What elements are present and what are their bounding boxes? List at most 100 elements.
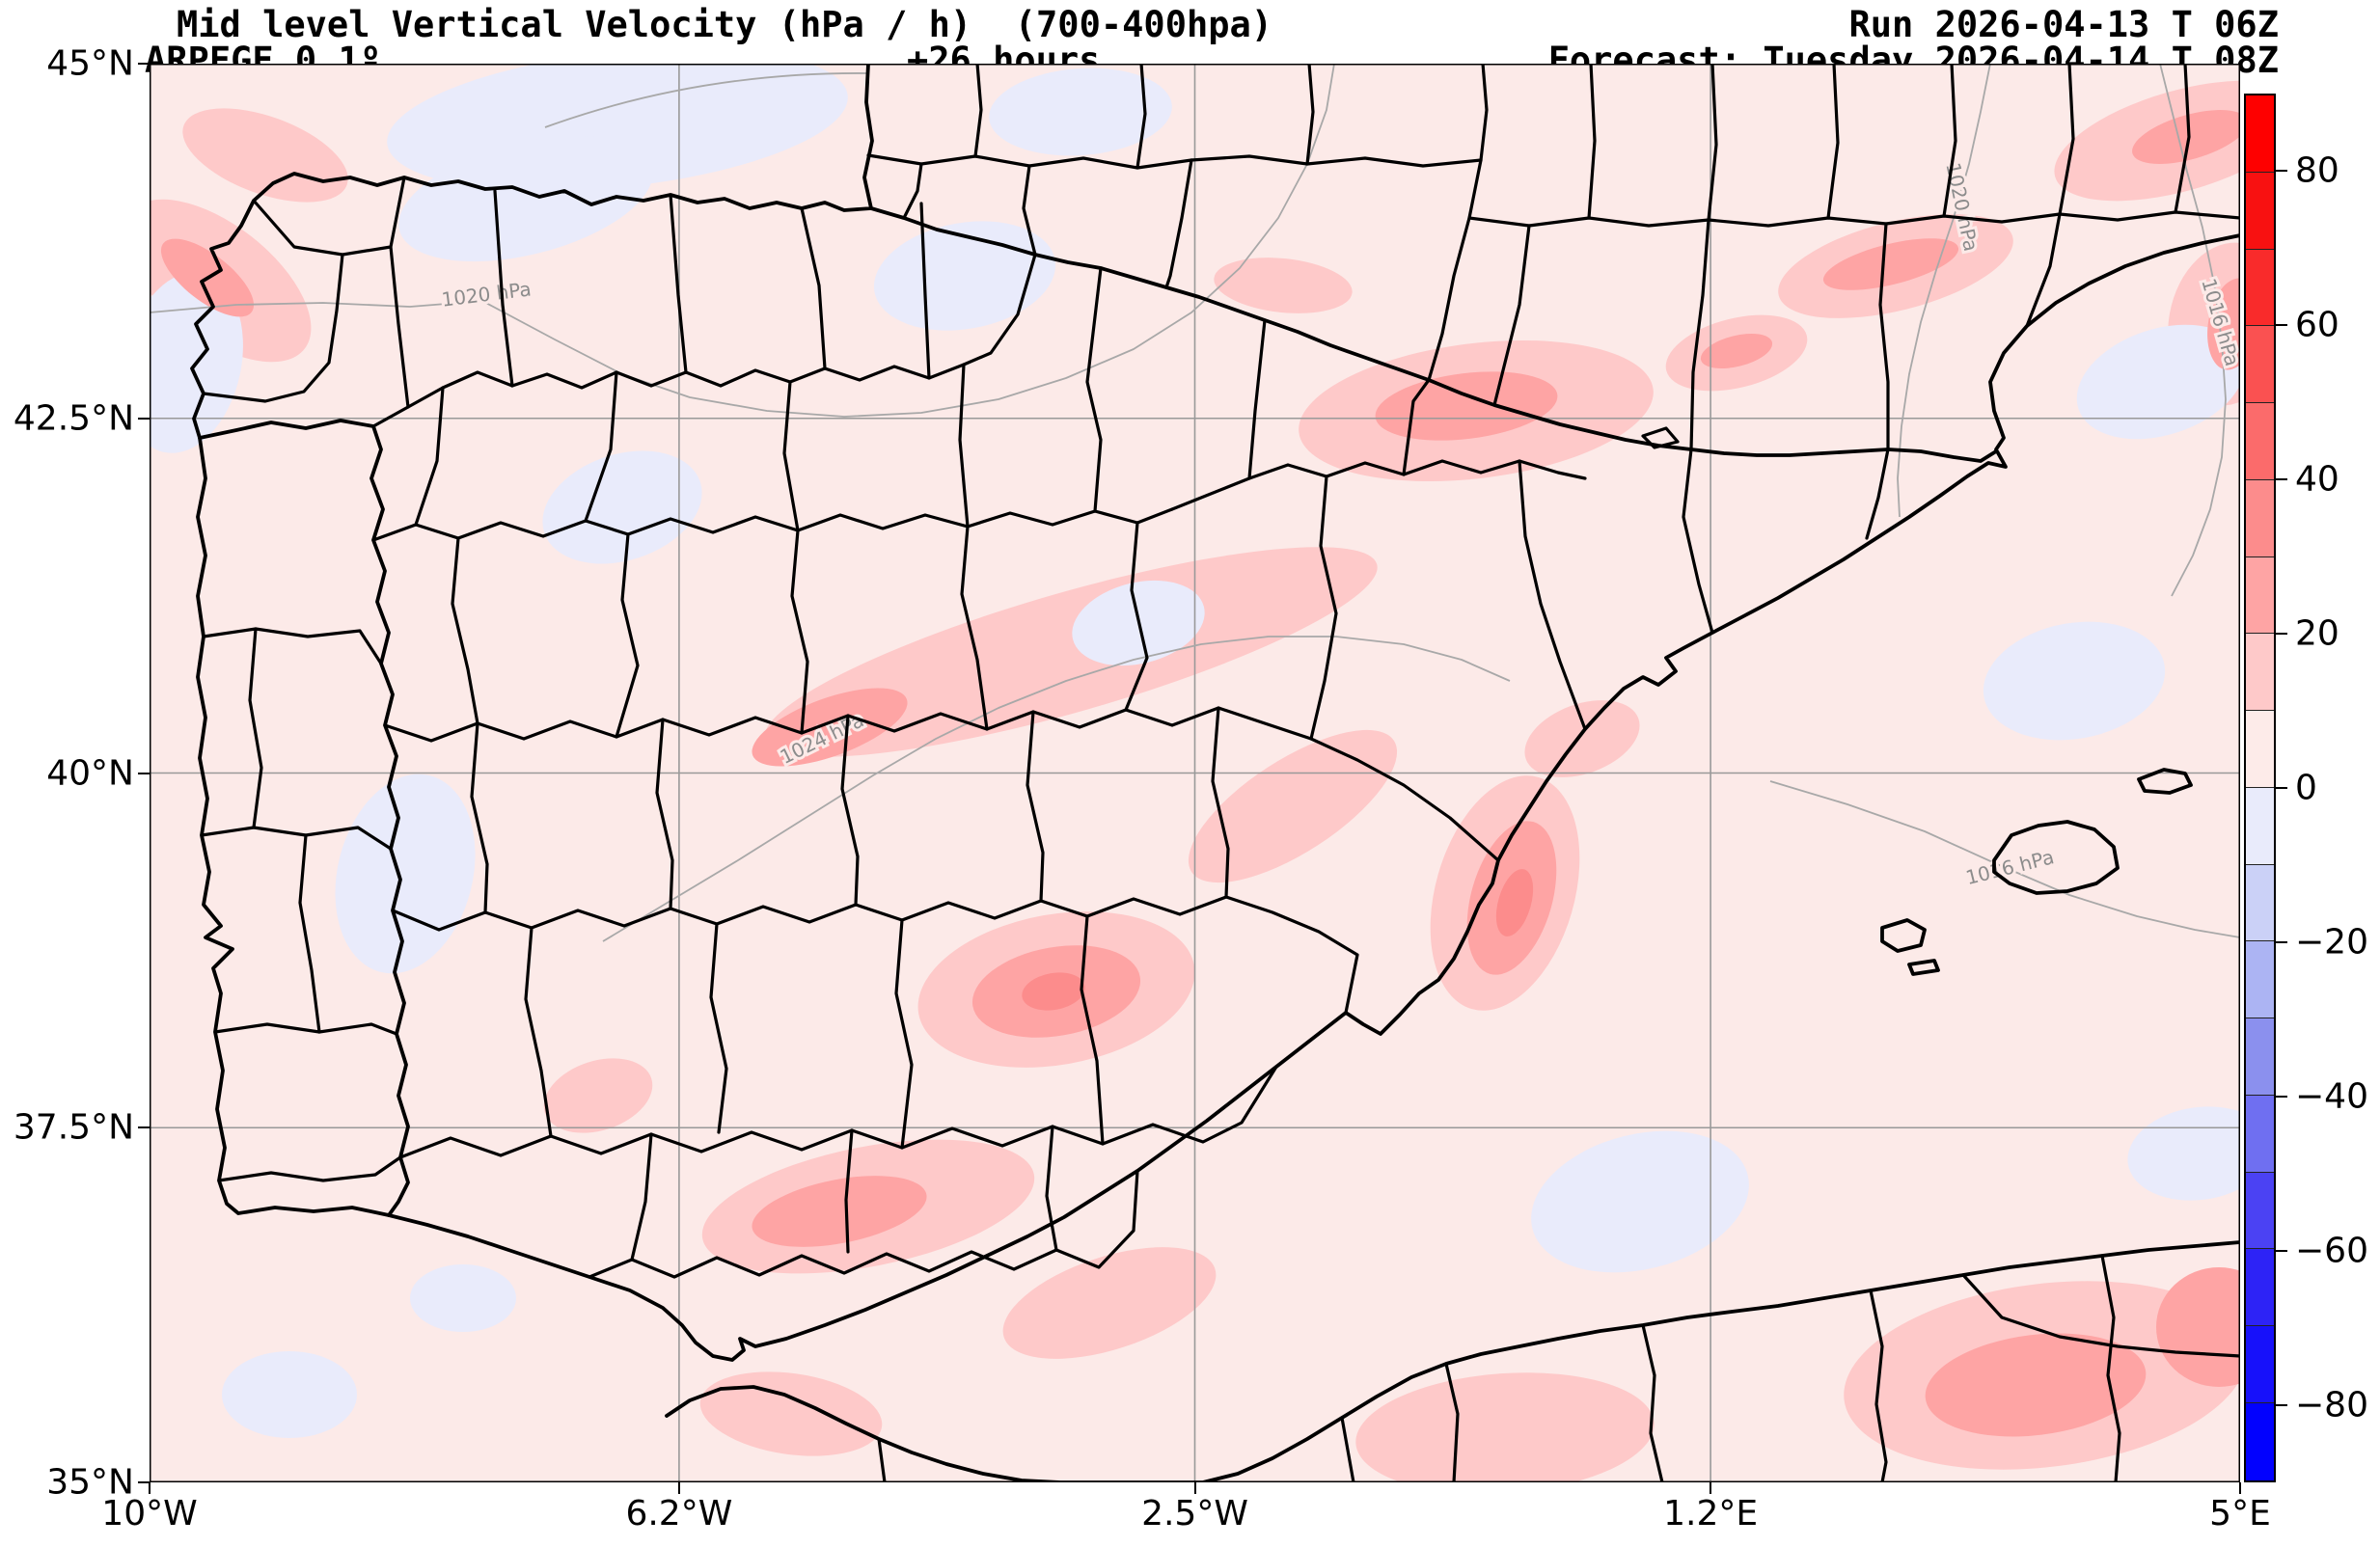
shading-blob-p20	[1700, 333, 1773, 369]
shading-blob-m10	[1983, 621, 2166, 741]
colorbar-segment	[2246, 249, 2274, 327]
colorbar-tickmark	[2276, 941, 2287, 943]
x-tickmark	[677, 1482, 680, 1494]
colorbar-tickmark	[2276, 478, 2287, 480]
isobar-1020-atlantic	[544, 72, 870, 128]
colorbar-tickmark	[2276, 633, 2287, 635]
page-title: Mid level Vertical Velocity (hPa / h) (7…	[177, 4, 1273, 45]
colorbar-segment	[2246, 864, 2274, 942]
colorbar-tick-label: −60	[2295, 1231, 2368, 1271]
isobar-contours	[150, 64, 2240, 942]
shading-blob-p20	[752, 1176, 927, 1247]
colorbar-tickmark	[2276, 787, 2287, 789]
coastline-country-borders	[190, 64, 2240, 1482]
colorbar-tick-label: 0	[2295, 768, 2317, 808]
isobar-1020-france	[1897, 64, 1991, 518]
colorbar-segment	[2246, 1018, 2274, 1096]
isobar-1016-balearic	[1769, 780, 2240, 938]
colorbar-tick-label: −40	[2295, 1076, 2368, 1117]
shading-blob-m10	[410, 1264, 516, 1332]
isobar-1024	[602, 636, 1511, 942]
colorbar-segment	[2246, 479, 2274, 557]
shading-blob-p20	[2156, 1267, 2240, 1387]
colorbar-tickmark	[2276, 170, 2287, 172]
y-tick-label: 45°N	[46, 43, 134, 84]
x-tick-label: 10°W	[101, 1494, 198, 1533]
colorbar-tickmark	[2276, 1096, 2287, 1098]
shading-blob-m10	[222, 1351, 357, 1438]
y-tickmark	[138, 417, 150, 420]
x-tick-label: 5°E	[2209, 1494, 2271, 1533]
x-tickmark	[1193, 1482, 1196, 1494]
x-tick-label: 6.2°W	[625, 1494, 733, 1533]
colorbar-segment	[2246, 634, 2274, 712]
isobar-1016-france	[2159, 64, 2227, 597]
shading-blob-p10	[1188, 729, 1398, 883]
colorbar-segment	[2246, 711, 2274, 788]
shading-blob-m10	[150, 272, 243, 453]
x-tickmark	[1710, 1482, 1712, 1494]
y-tickmark	[138, 1126, 150, 1129]
shading-blob-m10	[398, 135, 653, 262]
colorbar	[2244, 94, 2276, 1482]
colorbar-segment	[2246, 787, 2274, 865]
north-africa-coastline	[665, 1240, 2240, 1482]
x-tick-label: 1.2°E	[1663, 1494, 1759, 1533]
colorbar-segment	[2246, 403, 2274, 480]
shading-blob-p10	[764, 547, 1378, 757]
shading-blob-p10	[543, 1058, 653, 1133]
y-tick-label: 42.5°N	[13, 398, 134, 439]
colorbar-tick-label: 60	[2295, 305, 2339, 345]
shading-blob-p10	[1002, 1247, 1217, 1359]
shading-blob-m10	[989, 68, 1172, 156]
colorbar-segment	[2246, 95, 2274, 173]
y-tick-label: 37.5°N	[13, 1107, 134, 1148]
velocity-shading-layer	[150, 64, 2240, 1482]
shading-blob-p20	[1925, 1333, 2147, 1437]
colorbar-segment	[2246, 1326, 2274, 1404]
colorbar-segment	[2246, 1095, 2274, 1173]
shading-blob-m10	[2127, 1106, 2240, 1201]
colorbar-tickmark	[2276, 1250, 2287, 1252]
colorbar-segment	[2246, 941, 2274, 1019]
shading-blob-m10	[1531, 1130, 1749, 1273]
balearic-islands	[1880, 768, 2193, 976]
shading-blob-p10	[1524, 700, 1640, 777]
shading-blob-p10	[1355, 1372, 1655, 1482]
province-borders	[200, 64, 2240, 1482]
colorbar-tick-label: −80	[2295, 1385, 2368, 1425]
run-label: Run 2026-04-13 T 06Z	[1848, 4, 2279, 45]
colorbar-tick-label: −20	[2295, 922, 2368, 963]
y-tick-label: 40°N	[46, 753, 134, 793]
y-tickmark	[138, 1481, 150, 1483]
shading-blob-p30	[1495, 869, 1534, 936]
colorbar-segment	[2246, 1249, 2274, 1327]
colorbar-tick-label: 20	[2295, 613, 2339, 654]
colorbar-tick-label: 80	[2295, 150, 2339, 191]
shading-blob-p20	[2207, 278, 2240, 370]
y-tickmark	[138, 63, 150, 65]
colorbar-tick-label: 40	[2295, 459, 2339, 500]
pyrenees-border	[869, 206, 1998, 463]
shading-blob-p20	[1822, 238, 1959, 290]
shading-blob-m10	[335, 774, 476, 974]
colorbar-tickmark	[2276, 1404, 2287, 1406]
iberia-france-coastline	[190, 64, 2240, 1362]
shading-blob-p10	[699, 1371, 883, 1456]
colorbar-segment	[2246, 326, 2274, 404]
shading-blob-m10	[2076, 324, 2240, 440]
isobar-1020	[150, 64, 1335, 418]
colorbar-segment	[2246, 1403, 2274, 1480]
shading-blob-m10	[542, 450, 702, 564]
shading-blob-p10	[1214, 258, 1353, 313]
colorbar-segment	[2246, 556, 2274, 635]
colorbar-segment	[2246, 1172, 2274, 1250]
y-tick-label: 35°N	[46, 1462, 134, 1503]
colorbar-tickmark	[2276, 324, 2287, 326]
shading-blob-p30	[1022, 972, 1085, 1011]
x-tick-label: 2.5°W	[1141, 1494, 1248, 1533]
colorbar-segment	[2246, 172, 2274, 250]
y-tickmark	[138, 772, 150, 774]
x-tickmark	[149, 1482, 150, 1494]
